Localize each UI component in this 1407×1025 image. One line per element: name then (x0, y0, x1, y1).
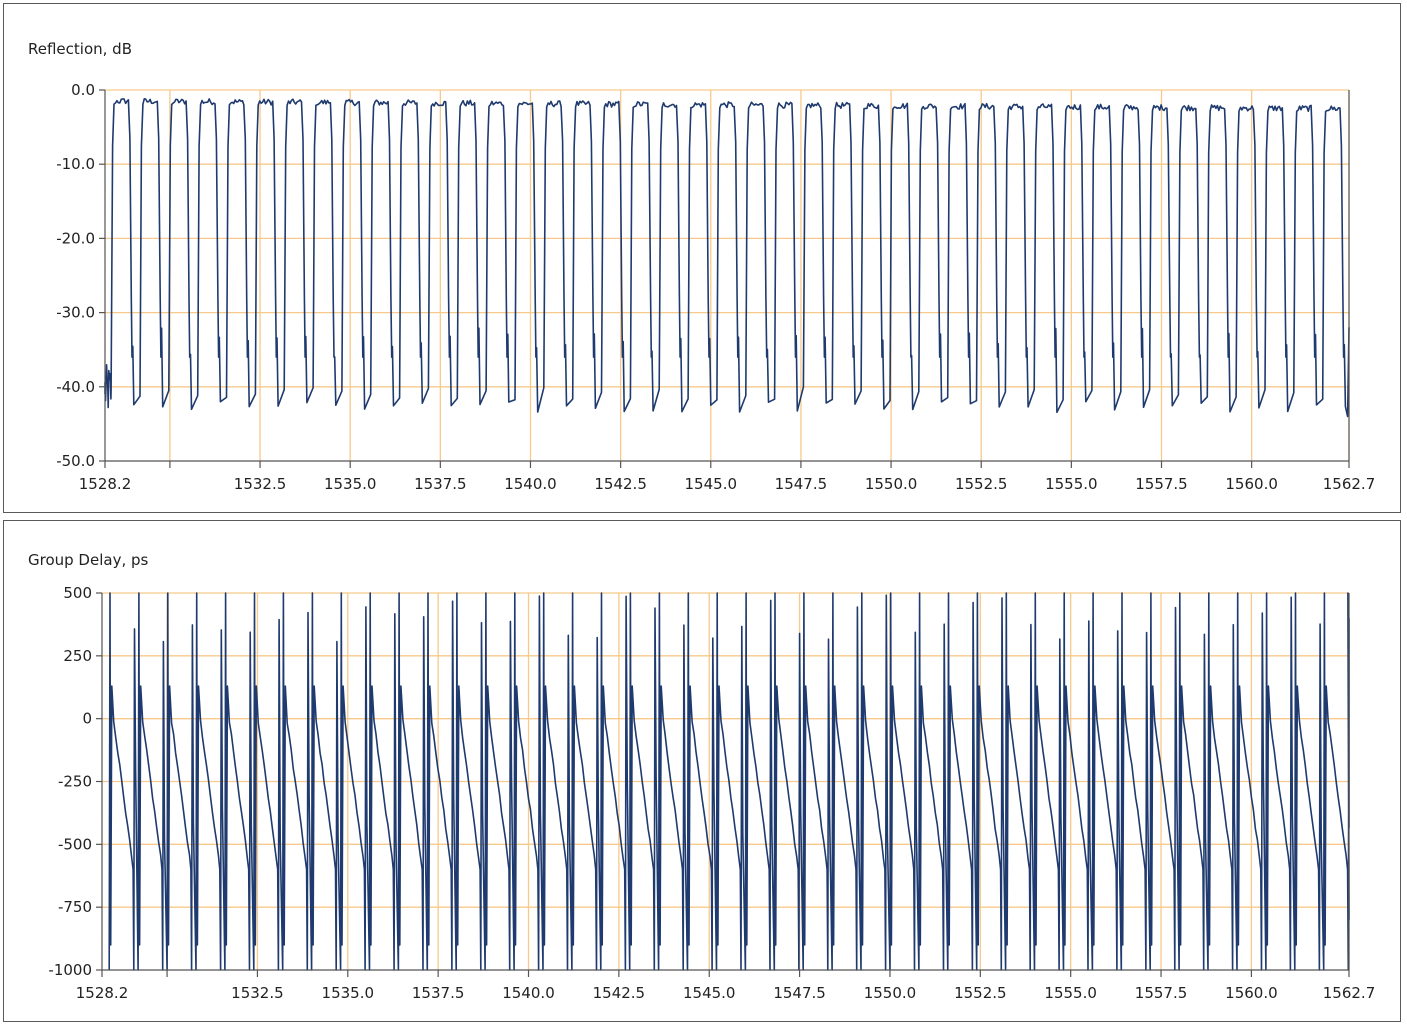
x-tick-label: 1560.0 (1225, 475, 1278, 493)
x-tick-label: 1557.5 (1135, 475, 1188, 493)
x-tick-label: 1535.0 (322, 984, 375, 1002)
y-tick-label: 0.0 (71, 81, 95, 99)
x-tick-label: 1550.0 (864, 984, 917, 1002)
x-tick-label: 1528.2 (79, 475, 132, 493)
x-tick-label: 1562.7 (1323, 984, 1376, 1002)
x-tick-label: 1545.0 (683, 984, 736, 1002)
group-delay-series-line (108, 592, 1350, 971)
x-tick-label: 1542.5 (593, 984, 646, 1002)
y-tick-label: -10.0 (56, 155, 95, 173)
x-tick-label: 1547.5 (775, 475, 828, 493)
x-tick-label: 1552.5 (955, 475, 1008, 493)
x-tick-label: 1555.0 (1045, 475, 1098, 493)
x-tick-label: 1550.0 (865, 475, 918, 493)
group-delay-chart-title: Group Delay, ps (28, 551, 149, 569)
y-tick-label: -30.0 (56, 304, 95, 322)
x-tick-label: 1545.0 (685, 475, 738, 493)
group-delay-panel: Group Delay, ps 500 250 0 -250 -500 -750 -1000… (3, 520, 1401, 1022)
x-tick-label: 1532.5 (234, 475, 287, 493)
y-tick-label: 500 (63, 584, 92, 602)
group-delay-chart: 500 250 0 -250 -500 -750 -1000 1528.2 1532.5 1535… (48, 584, 1376, 1002)
x-tick-label: 1555.0 (1044, 984, 1097, 1002)
x-tick-label: 1537.5 (412, 984, 465, 1002)
y-tick-label: -20.0 (56, 229, 95, 247)
x-tick-label: 1540.0 (502, 984, 555, 1002)
x-tick-label: 1540.0 (504, 475, 557, 493)
y-tick-label: 250 (63, 647, 92, 665)
y-tick-label: -40.0 (56, 378, 95, 396)
x-tick-label: 1542.5 (594, 475, 647, 493)
reflection-panel: Reflection, dB 0.0 -10.0 -20.0 -30.0 -40.0 -5… (3, 3, 1401, 513)
x-tick-label: 1562.7 (1323, 475, 1376, 493)
y-tick-label: -750 (58, 898, 92, 916)
y-tick-label: -500 (58, 835, 92, 853)
reflection-series-line (104, 98, 1350, 418)
y-tick-label: -250 (58, 773, 92, 791)
reflection-chart-title: Reflection, dB (28, 40, 132, 58)
x-tick-label: 1528.2 (76, 984, 129, 1002)
x-tick-label: 1560.0 (1225, 984, 1278, 1002)
x-tick-label: 1552.5 (954, 984, 1007, 1002)
y-tick-label: 0 (82, 710, 92, 728)
x-tick-label: 1547.5 (773, 984, 826, 1002)
y-tick-label: -50.0 (56, 452, 95, 470)
x-tick-label: 1537.5 (414, 475, 467, 493)
y-tick-label: -1000 (48, 961, 92, 979)
x-tick-label: 1535.0 (324, 475, 377, 493)
x-tick-label: 1532.5 (231, 984, 284, 1002)
reflection-chart: 0.0 -10.0 -20.0 -30.0 -40.0 -50.0 1528.2 1532.5… (56, 81, 1376, 493)
x-tick-label: 1557.5 (1135, 984, 1188, 1002)
